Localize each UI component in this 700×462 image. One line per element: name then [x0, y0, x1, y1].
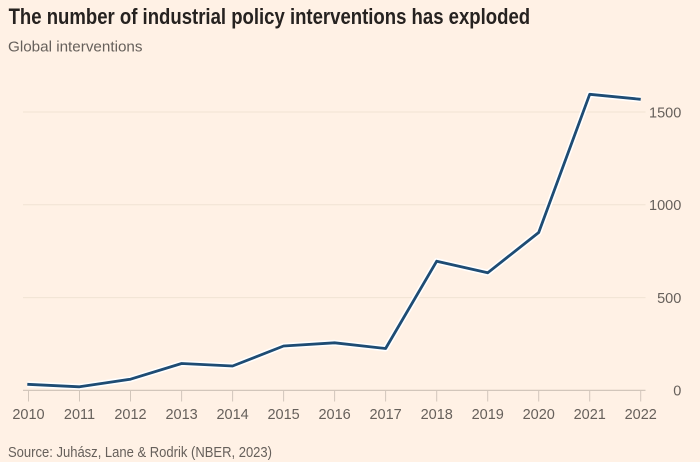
svg-text:2013: 2013	[165, 407, 197, 423]
svg-text:Source: Juhász, Lane & Rodrik: Source: Juhász, Lane & Rodrik (NBER, 202…	[8, 444, 272, 461]
svg-text:2014: 2014	[216, 407, 248, 423]
svg-text:2010: 2010	[12, 407, 44, 423]
svg-text:2019: 2019	[472, 407, 504, 423]
svg-text:1500: 1500	[649, 105, 681, 121]
svg-text:2020: 2020	[523, 407, 555, 423]
svg-text:Global interventions: Global interventions	[8, 39, 143, 56]
svg-text:2018: 2018	[421, 407, 453, 423]
svg-text:2017: 2017	[369, 407, 401, 423]
svg-text:1000: 1000	[649, 198, 681, 214]
svg-text:500: 500	[657, 291, 681, 307]
svg-text:2012: 2012	[114, 407, 146, 423]
svg-text:2022: 2022	[625, 407, 657, 423]
svg-text:0: 0	[673, 384, 681, 400]
svg-text:2016: 2016	[318, 407, 350, 423]
svg-text:2011: 2011	[64, 407, 95, 423]
svg-text:The number of industrial polic: The number of industrial policy interven…	[9, 4, 531, 29]
svg-text:2021: 2021	[574, 407, 606, 423]
svg-text:2015: 2015	[267, 407, 299, 423]
